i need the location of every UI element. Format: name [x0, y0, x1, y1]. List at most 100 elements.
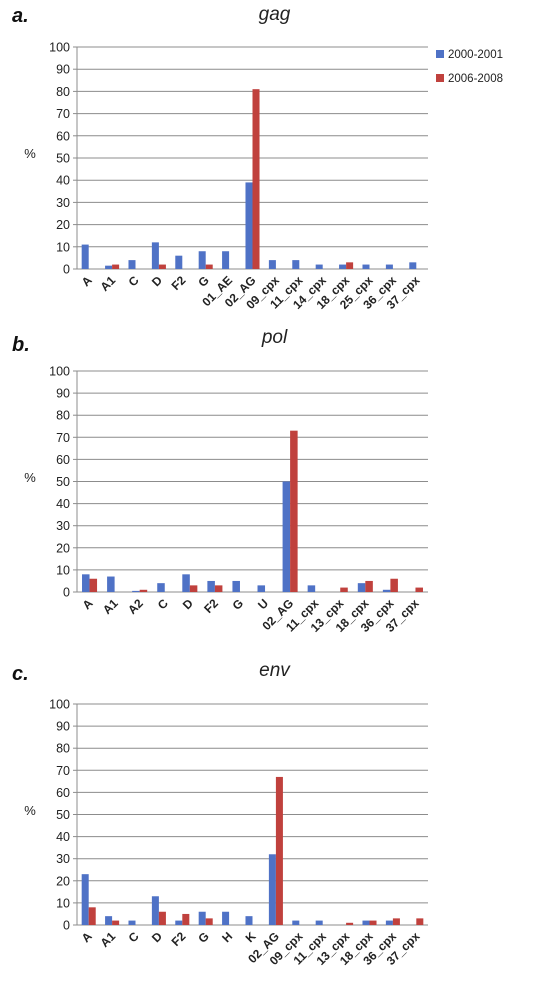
chart-title: pol — [261, 327, 288, 348]
x-tick-label: A1 — [100, 596, 121, 617]
bar — [245, 916, 253, 925]
bar — [112, 920, 120, 925]
y-tick-label: 30 — [56, 852, 70, 866]
bar — [82, 574, 90, 592]
y-tick-label: 70 — [56, 107, 70, 121]
bar — [128, 920, 136, 925]
y-tick-label: 80 — [56, 85, 70, 99]
bar — [81, 244, 89, 269]
y-tick-label: 40 — [56, 497, 70, 511]
y-tick-label: 60 — [56, 129, 70, 143]
chart-title: gag — [259, 4, 291, 25]
y-tick-label: 30 — [56, 196, 70, 210]
bar — [214, 585, 223, 592]
y-tick-label: 20 — [56, 218, 70, 232]
y-tick-label: 70 — [56, 431, 70, 445]
bar — [107, 576, 115, 592]
panel-label: a. — [12, 5, 29, 27]
bar — [175, 255, 183, 269]
x-tick-label: F2 — [169, 929, 189, 949]
bar — [362, 264, 370, 269]
legend-swatch — [436, 74, 444, 82]
bar — [222, 911, 230, 925]
x-tick-label: H — [219, 929, 235, 945]
y-axis-label: % — [24, 803, 36, 818]
bar — [275, 776, 283, 925]
y-tick-label: 90 — [56, 720, 70, 734]
y-tick-label: 0 — [63, 919, 70, 933]
bar — [339, 264, 347, 269]
bar — [105, 265, 113, 269]
y-tick-label: 80 — [56, 742, 70, 756]
x-tick-label: A — [79, 929, 95, 945]
bar — [151, 896, 159, 925]
x-tick-label: A — [80, 596, 96, 612]
bar — [158, 911, 166, 925]
panel-label: b. — [12, 334, 30, 356]
bar — [385, 920, 393, 925]
y-tick-label: 60 — [56, 786, 70, 800]
chart-title: env — [259, 660, 291, 681]
bar — [268, 854, 276, 925]
x-tick-label: C — [126, 929, 142, 945]
y-tick-label: 0 — [63, 586, 70, 600]
bar — [307, 585, 316, 592]
bar — [182, 913, 190, 925]
bar — [365, 580, 373, 592]
y-tick-label: 30 — [56, 519, 70, 533]
y-tick-label: 10 — [56, 896, 70, 910]
y-tick-label: 50 — [56, 475, 70, 489]
x-tick-label: G — [195, 929, 212, 946]
legend-label: 2000-2001 — [448, 49, 503, 61]
x-tick-label: F2 — [201, 596, 221, 616]
x-tick-label: D — [149, 929, 165, 945]
y-tick-label: 70 — [56, 764, 70, 778]
bar — [158, 264, 166, 269]
bar — [88, 907, 96, 925]
bar — [392, 918, 400, 925]
y-tick-label: 80 — [56, 409, 70, 423]
x-tick-label: A — [79, 273, 95, 289]
x-tick-label: G — [230, 596, 247, 613]
bar — [382, 589, 391, 592]
bar — [315, 920, 323, 925]
bar — [112, 264, 120, 269]
x-tick-label: D — [180, 596, 196, 612]
bar — [189, 585, 198, 592]
bar — [346, 922, 354, 925]
y-axis-label: % — [24, 146, 36, 161]
bar — [369, 920, 377, 925]
bar — [252, 89, 260, 270]
y-tick-label: 50 — [56, 152, 70, 166]
bar — [232, 580, 240, 592]
x-tick-label: D — [149, 273, 165, 289]
bar — [346, 262, 354, 269]
bar — [292, 260, 300, 269]
legend-swatch — [436, 50, 444, 58]
bar — [390, 578, 398, 592]
x-tick-label: A2 — [125, 596, 146, 617]
bar — [257, 585, 266, 592]
bar — [198, 251, 206, 269]
y-tick-label: 100 — [49, 698, 70, 712]
y-tick-label: 40 — [56, 174, 70, 188]
bar — [132, 590, 140, 592]
bar — [268, 260, 276, 269]
panel-label: c. — [12, 663, 29, 685]
y-tick-label: 0 — [63, 263, 70, 277]
bar — [198, 911, 206, 925]
bar — [139, 589, 148, 592]
y-tick-label: 20 — [56, 874, 70, 888]
bar — [416, 918, 424, 925]
bar — [282, 481, 291, 592]
bar — [205, 918, 213, 925]
y-tick-label: 10 — [56, 563, 70, 577]
bar — [81, 874, 89, 925]
x-tick-label: A1 — [97, 273, 118, 294]
bar — [89, 578, 98, 592]
bar — [292, 920, 300, 925]
bar — [207, 580, 215, 592]
x-tick-label: F2 — [169, 273, 189, 293]
legend-label: 2006-2008 — [448, 73, 503, 85]
